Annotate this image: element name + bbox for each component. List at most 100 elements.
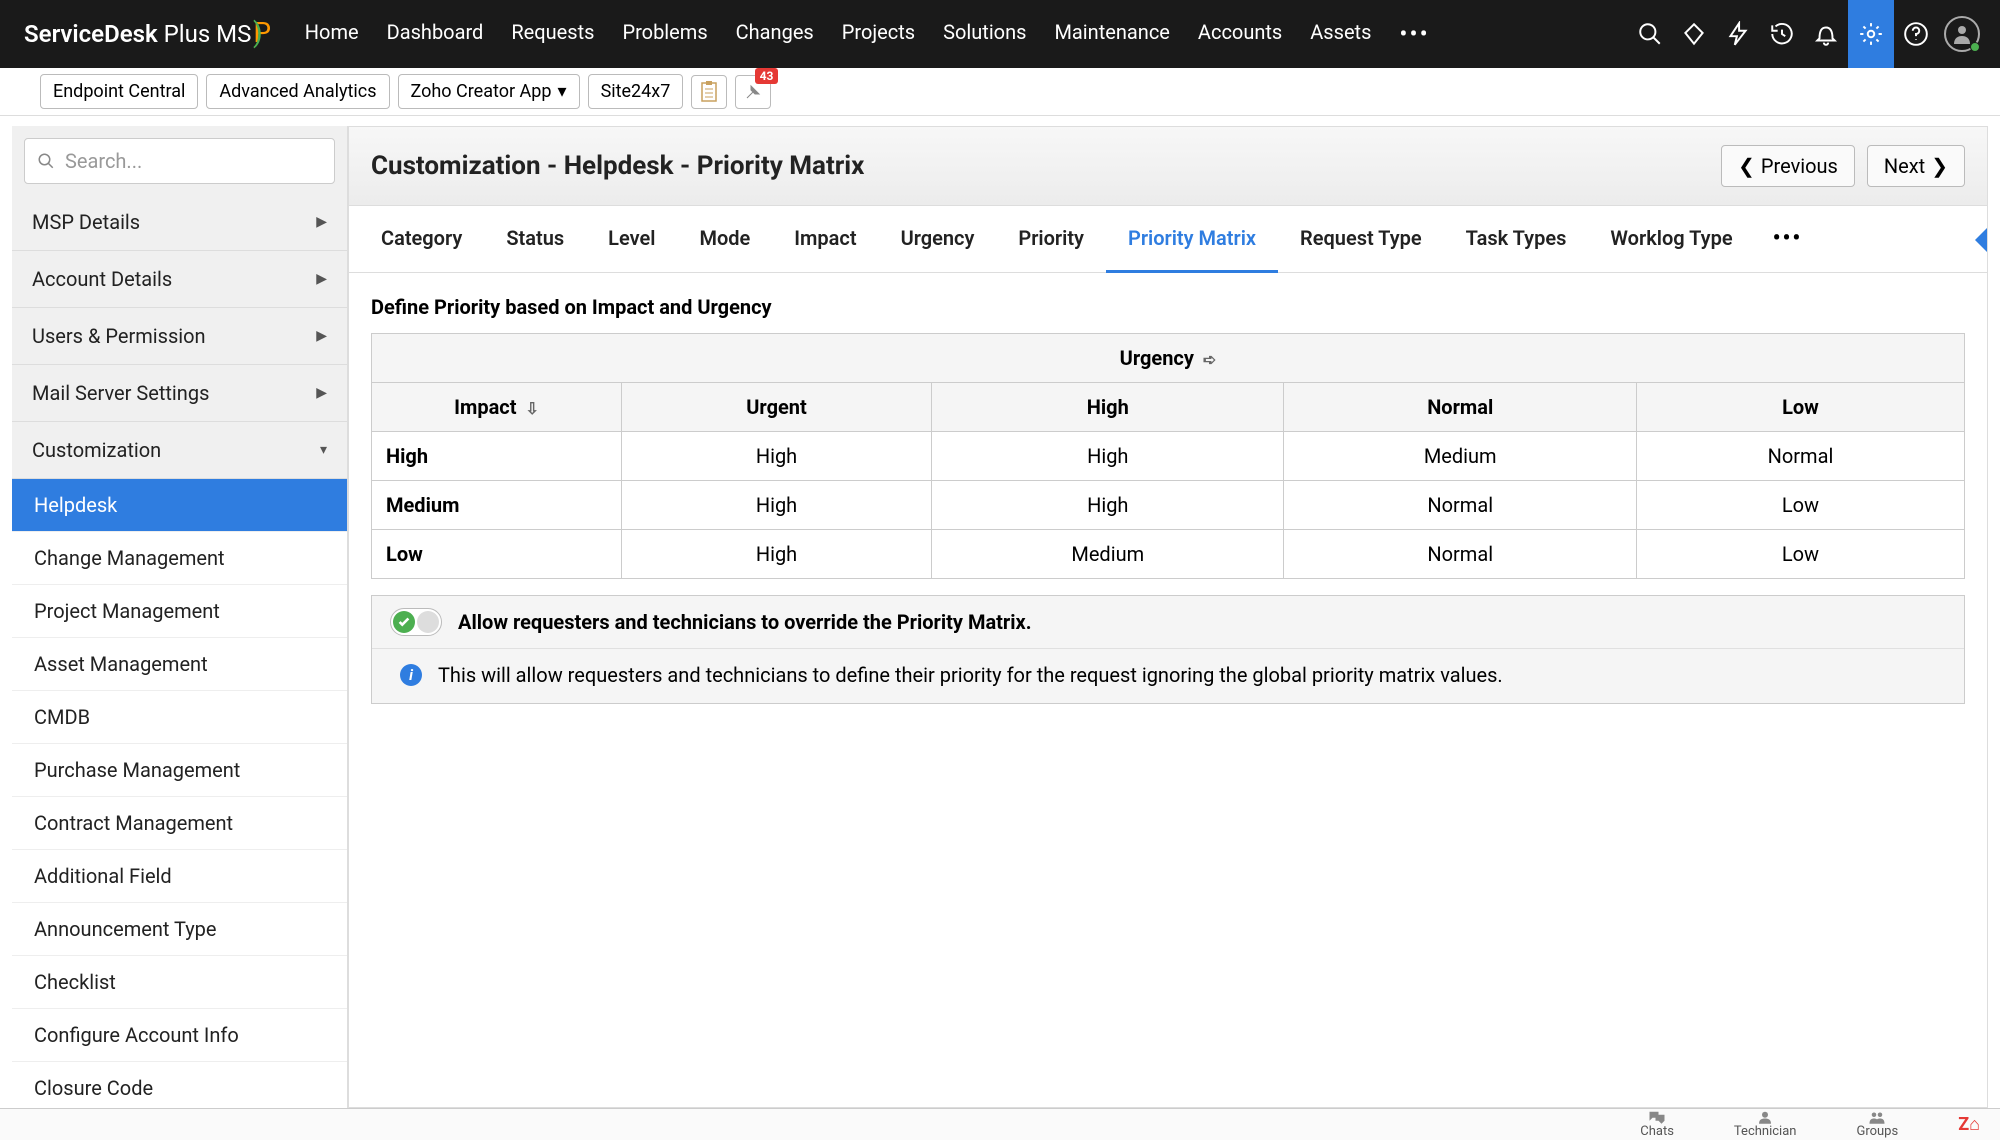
sidebar: MSP Details▶ Account Details▶ Users & Pe…: [12, 126, 348, 1108]
col-high: High: [932, 383, 1284, 432]
sidebar-section-msp-details[interactable]: MSP Details▶: [12, 194, 347, 251]
zoho-creator-button[interactable]: Zoho Creator App ▾: [398, 74, 580, 109]
row-label-low: Low: [372, 530, 622, 579]
endpoint-central-button[interactable]: Endpoint Central: [40, 74, 198, 109]
search-icon[interactable]: [1628, 12, 1672, 56]
help-icon[interactable]: [1894, 12, 1938, 56]
matrix-cell[interactable]: High: [932, 432, 1284, 481]
help-tab-icon[interactable]: [1975, 216, 1988, 264]
search-icon: [37, 152, 55, 170]
matrix-cell[interactable]: High: [622, 432, 932, 481]
arrow-down-icon: ⇩: [525, 399, 538, 418]
sidebar-search-input[interactable]: [55, 149, 322, 173]
bottom-bar: Chats Technician Groups Z⌂: [0, 1108, 2000, 1140]
matrix-cell[interactable]: Low: [1636, 481, 1964, 530]
urgency-header: Urgency ➪: [372, 334, 1965, 383]
sidebar-section-mail-server[interactable]: Mail Server Settings▶: [12, 365, 347, 422]
bottombar-chats[interactable]: Chats: [1640, 1110, 1674, 1139]
tab-category[interactable]: Category: [359, 206, 484, 272]
tab-request-type[interactable]: Request Type: [1278, 206, 1444, 272]
nav-dashboard[interactable]: Dashboard: [373, 20, 498, 48]
tab-priority[interactable]: Priority: [996, 206, 1106, 272]
nav-maintenance[interactable]: Maintenance: [1040, 20, 1183, 48]
previous-button[interactable]: ❮ Previous: [1721, 145, 1855, 187]
advanced-analytics-button[interactable]: Advanced Analytics: [206, 74, 389, 109]
dropdown-caret-icon: ▾: [558, 81, 567, 102]
nav-requests[interactable]: Requests: [497, 20, 608, 48]
override-toggle[interactable]: [390, 608, 442, 636]
matrix-cell[interactable]: Low: [1636, 530, 1964, 579]
tab-level[interactable]: Level: [586, 206, 677, 272]
sidebar-item-announcement-type[interactable]: Announcement Type: [12, 903, 347, 956]
notification-badge: 43: [755, 68, 779, 84]
sidebar-item-additional-field[interactable]: Additional Field: [12, 850, 347, 903]
sidebar-item-contract-management[interactable]: Contract Management: [12, 797, 347, 850]
matrix-cell[interactable]: Normal: [1284, 481, 1636, 530]
content-panel: Customization - Helpdesk - Priority Matr…: [348, 126, 1988, 1108]
sidebar-section-customization[interactable]: Customization▾: [12, 422, 347, 479]
tab-status[interactable]: Status: [484, 206, 586, 272]
history-icon[interactable]: [1760, 12, 1804, 56]
col-normal: Normal: [1284, 383, 1636, 432]
tab-mode[interactable]: Mode: [677, 206, 772, 272]
sidebar-section-account-details[interactable]: Account Details▶: [12, 251, 347, 308]
nav-solutions[interactable]: Solutions: [929, 20, 1040, 48]
diamond-icon[interactable]: [1672, 12, 1716, 56]
secondary-toolbar: Endpoint Central Advanced Analytics Zoho…: [0, 68, 2000, 116]
product-logo[interactable]: ServiceDesk Plus MSP): [24, 18, 263, 51]
site24x7-button[interactable]: Site24x7: [588, 74, 684, 109]
nav-problems[interactable]: Problems: [608, 20, 721, 48]
nav-assets[interactable]: Assets: [1296, 20, 1385, 48]
bottombar-groups[interactable]: Groups: [1856, 1110, 1898, 1139]
sidebar-item-cmdb[interactable]: CMDB: [12, 691, 347, 744]
nav-accounts[interactable]: Accounts: [1184, 20, 1296, 48]
pin-icon[interactable]: 43: [735, 75, 771, 109]
bottombar-technician[interactable]: Technician: [1734, 1110, 1797, 1139]
nav-projects[interactable]: Projects: [828, 20, 929, 48]
search-input-wrap[interactable]: [24, 138, 335, 184]
caret-right-icon: ▶: [316, 214, 327, 230]
tab-task-types[interactable]: Task Types: [1444, 206, 1589, 272]
next-button[interactable]: Next ❯: [1867, 145, 1965, 187]
matrix-row: Medium High High Normal Low: [372, 481, 1965, 530]
settings-icon[interactable]: [1848, 0, 1894, 68]
sidebar-item-change-management[interactable]: Change Management: [12, 532, 347, 585]
sidebar-item-project-management[interactable]: Project Management: [12, 585, 347, 638]
caret-down-icon: ▾: [320, 442, 327, 458]
chevron-left-icon: ❮: [1738, 154, 1755, 178]
bell-icon[interactable]: [1804, 12, 1848, 56]
zoho-logo-icon[interactable]: Z⌂: [1958, 1114, 1980, 1135]
matrix-row: Low High Medium Normal Low: [372, 530, 1965, 579]
matrix-cell[interactable]: High: [622, 530, 932, 579]
sidebar-item-configure-account-info[interactable]: Configure Account Info: [12, 1009, 347, 1062]
tab-priority-matrix[interactable]: Priority Matrix: [1106, 206, 1278, 273]
matrix-cell[interactable]: High: [622, 481, 932, 530]
matrix-cell[interactable]: Normal: [1284, 530, 1636, 579]
sidebar-section-users-permission[interactable]: Users & Permission▶: [12, 308, 347, 365]
tab-urgency[interactable]: Urgency: [879, 206, 997, 272]
row-label-high: High: [372, 432, 622, 481]
matrix-cell[interactable]: High: [932, 481, 1284, 530]
status-dot-icon: [1970, 42, 1980, 52]
sidebar-item-asset-management[interactable]: Asset Management: [12, 638, 347, 691]
sidebar-item-checklist[interactable]: Checklist: [12, 956, 347, 1009]
impact-header: Impact ⇩: [372, 383, 622, 432]
top-nav: Home Dashboard Requests Problems Changes…: [291, 20, 1444, 48]
clipboard-icon[interactable]: [691, 75, 727, 109]
topbar-right: [1628, 0, 1980, 68]
nav-more-icon[interactable]: •••: [1385, 20, 1443, 48]
tab-more-icon[interactable]: •••: [1755, 206, 1821, 272]
tab-impact[interactable]: Impact: [772, 206, 878, 272]
bolt-icon[interactable]: [1716, 12, 1760, 56]
top-nav-bar: ServiceDesk Plus MSP) Home Dashboard Req…: [0, 0, 2000, 68]
matrix-cell[interactable]: Normal: [1636, 432, 1964, 481]
matrix-cell[interactable]: Medium: [932, 530, 1284, 579]
sidebar-item-purchase-management[interactable]: Purchase Management: [12, 744, 347, 797]
arrow-right-icon: ➪: [1203, 350, 1216, 369]
nav-home[interactable]: Home: [291, 20, 373, 48]
user-avatar[interactable]: [1944, 16, 1980, 52]
nav-changes[interactable]: Changes: [722, 20, 828, 48]
tab-worklog-type[interactable]: Worklog Type: [1588, 206, 1754, 272]
matrix-cell[interactable]: Medium: [1284, 432, 1636, 481]
sidebar-item-helpdesk[interactable]: Helpdesk: [12, 479, 347, 532]
